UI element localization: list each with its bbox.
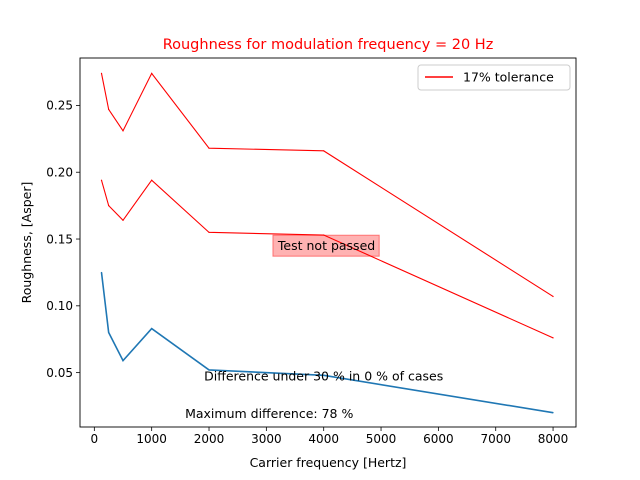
x-tick-label: 0 bbox=[91, 432, 99, 446]
data-point-measured bbox=[151, 327, 153, 330]
data-point-upper-tolerance bbox=[208, 147, 210, 149]
data-point-upper-tolerance bbox=[100, 72, 103, 74]
ticks-layer: 0 1000 2000 3000 4000 5000 6000 7000 8000 0.05 0.1… bbox=[46, 99, 568, 446]
data-point-measured bbox=[208, 369, 210, 371]
data-point-reference bbox=[552, 337, 554, 339]
data-point-reference bbox=[208, 231, 210, 233]
data-point-reference bbox=[151, 179, 153, 181]
data-point-upper-tolerance bbox=[151, 72, 153, 74]
x-tick-label: 6000 bbox=[423, 432, 454, 446]
data-point-measured bbox=[323, 374, 325, 376]
data-point-upper-tolerance bbox=[108, 108, 110, 111]
annotation-layer: Test not passed Difference under 30 % in … bbox=[185, 234, 443, 421]
legend-label: 17% tolerance bbox=[463, 70, 554, 85]
data-point-measured bbox=[100, 271, 103, 274]
x-axis-label: Carrier frequency [Hertz] bbox=[250, 455, 407, 470]
data-point-measured bbox=[552, 412, 554, 414]
data-point-upper-tolerance bbox=[323, 150, 325, 152]
legend: 17% tolerance bbox=[417, 64, 571, 91]
annotation-text: Difference under 30 % in 0 % of cases bbox=[204, 368, 443, 383]
x-tick-label: 4000 bbox=[308, 432, 339, 446]
data-point-measured bbox=[122, 360, 124, 362]
x-tick-label: 7000 bbox=[480, 432, 511, 446]
chart-title: Roughness for modulation frequency = 20 … bbox=[163, 37, 494, 53]
plot-area-frame bbox=[79, 57, 577, 428]
legend-box bbox=[417, 64, 571, 91]
annotation-box bbox=[272, 234, 380, 257]
y-tick-label: 0.15 bbox=[46, 232, 73, 246]
y-axis-label: Roughness, [Asper] bbox=[19, 182, 34, 304]
data-point-upper-tolerance bbox=[552, 295, 554, 298]
y-tick-label: 0.10 bbox=[46, 299, 73, 313]
data-point-reference bbox=[100, 179, 103, 181]
data-point-measured bbox=[108, 331, 110, 334]
x-tick-label: 3000 bbox=[251, 432, 282, 446]
annotation-text: Test not passed bbox=[277, 238, 375, 253]
x-tick-label: 1000 bbox=[136, 432, 167, 446]
y-tick-label: 0.20 bbox=[46, 166, 73, 180]
data-point-reference bbox=[108, 205, 110, 207]
series-layer bbox=[100, 72, 554, 414]
annotation-text: Maximum difference: 78 % bbox=[185, 406, 353, 421]
y-tick-label: 0.25 bbox=[46, 99, 73, 113]
data-point-upper-tolerance bbox=[122, 130, 124, 132]
x-tick-label: 5000 bbox=[366, 432, 397, 446]
x-tick-label: 8000 bbox=[538, 432, 569, 446]
x-tick-label: 2000 bbox=[194, 432, 225, 446]
y-tick-label: 0.05 bbox=[46, 366, 73, 380]
data-point-reference bbox=[122, 219, 124, 221]
data-point-reference bbox=[323, 234, 325, 236]
